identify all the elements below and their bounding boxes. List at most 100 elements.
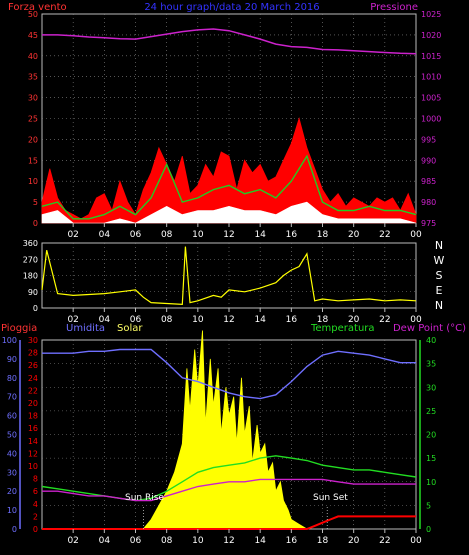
direction-tick-label: 0 bbox=[33, 304, 38, 313]
rain-tick-label: 2 bbox=[33, 512, 38, 521]
x-tick-label: 18 bbox=[317, 315, 329, 325]
temperature-axes: 0102030405060708090100024681012141618202… bbox=[2, 336, 436, 546]
x-tick-label: 00 bbox=[410, 230, 422, 240]
x-tick-label: 10 bbox=[192, 536, 204, 546]
rain-tick-label: 12 bbox=[28, 449, 38, 458]
solar-label: Solar bbox=[117, 323, 143, 334]
humidity-tick-label: 70 bbox=[7, 393, 17, 402]
x-tick-label: 00 bbox=[410, 315, 422, 325]
left-tick-label: 15 bbox=[28, 156, 38, 165]
humidity-label: Umidita bbox=[66, 323, 105, 334]
temperature-tick-label: 20 bbox=[426, 431, 436, 440]
x-tick-label: 18 bbox=[317, 230, 329, 240]
humidity-tick-label: 20 bbox=[7, 487, 17, 496]
chart-title: 24 hour graph/data 20 March 2016 bbox=[144, 2, 319, 13]
wind-average-line bbox=[41, 154, 417, 220]
x-tick-label: 14 bbox=[254, 315, 266, 325]
humidity-line bbox=[42, 348, 416, 400]
rain-tick-label: 10 bbox=[28, 462, 38, 471]
direction-letter: S bbox=[436, 269, 443, 282]
rain-tick-label: 18 bbox=[28, 412, 38, 421]
rain-tick-label: 30 bbox=[28, 336, 38, 345]
x-tick-label: 16 bbox=[286, 536, 298, 546]
rain-tick-label: 6 bbox=[33, 487, 38, 496]
temperature-tick-label: 0 bbox=[426, 525, 431, 534]
right-tick-label: 1015 bbox=[421, 52, 441, 61]
right-tick-label: 1005 bbox=[421, 94, 441, 103]
left-tick-label: 0 bbox=[33, 219, 38, 228]
x-tick-label: 08 bbox=[161, 536, 173, 546]
right-tick-label: 990 bbox=[421, 156, 436, 165]
direction-letter: N bbox=[435, 299, 443, 312]
x-tick-label: 16 bbox=[286, 230, 298, 240]
humidity-tick-label: 10 bbox=[7, 506, 17, 515]
direction-tick-label: 90 bbox=[28, 288, 38, 297]
humidity-tick-label: 90 bbox=[7, 355, 17, 364]
rain-tick-label: 0 bbox=[33, 525, 38, 534]
x-tick-label: 10 bbox=[192, 230, 204, 240]
x-tick-label: 12 bbox=[223, 230, 234, 240]
wind-pressure-axes: 0510152025303540455097598098599099510001… bbox=[28, 10, 442, 240]
temperature-tick-label: 35 bbox=[426, 360, 436, 369]
x-tick-label: 22 bbox=[379, 536, 390, 546]
x-tick-label: 10 bbox=[192, 315, 204, 325]
wind-direction-axes: 0 90 180 270 360 02 04 06 08 10 12 14 16 18 20 22 00 bbox=[23, 239, 422, 325]
sunrise-annotation: Sun Rise bbox=[125, 493, 164, 503]
left-tick-label: 25 bbox=[28, 115, 38, 124]
x-tick-label: 08 bbox=[161, 230, 173, 240]
humidity-tick-label: 30 bbox=[7, 468, 17, 477]
rain-line bbox=[42, 515, 416, 530]
x-tick-label: 12 bbox=[223, 536, 234, 546]
right-tick-label: 995 bbox=[421, 135, 436, 144]
x-tick-label: 20 bbox=[348, 536, 360, 546]
wind-direction-series bbox=[41, 246, 417, 306]
x-tick-label: 00 bbox=[410, 536, 422, 546]
direction-tick-label: 270 bbox=[23, 255, 38, 264]
rain-tick-label: 22 bbox=[28, 386, 38, 395]
humidity-tick-label: 0 bbox=[12, 525, 17, 534]
humidity-tick-label: 50 bbox=[7, 431, 17, 440]
wind-low-area bbox=[41, 201, 417, 224]
x-tick-label: 02 bbox=[67, 315, 78, 325]
wind-strength-label: Forza vento bbox=[8, 2, 67, 13]
right-tick-label: 1025 bbox=[421, 10, 441, 19]
x-tick-label: 06 bbox=[130, 315, 142, 325]
temperature-tick-label: 15 bbox=[426, 454, 436, 463]
humidity-tick-label: 80 bbox=[7, 374, 17, 383]
rain-label: Pioggia bbox=[1, 323, 37, 334]
x-tick-label: 04 bbox=[99, 315, 111, 325]
pressure-label: Pressione bbox=[370, 2, 418, 13]
right-tick-label: 980 bbox=[421, 198, 436, 207]
temperature-tick-label: 10 bbox=[426, 478, 436, 487]
x-tick-label: 08 bbox=[161, 315, 173, 325]
x-tick-label: 22 bbox=[379, 230, 390, 240]
x-tick-label: 18 bbox=[317, 536, 329, 546]
right-tick-label: 1000 bbox=[421, 115, 441, 124]
x-tick-label: 06 bbox=[130, 536, 142, 546]
direction-letter: E bbox=[436, 284, 443, 297]
x-tick-label: 14 bbox=[254, 536, 266, 546]
dewpoint-label: Dew Point (°C) bbox=[393, 323, 466, 334]
temperature-label: Temperatura bbox=[310, 323, 375, 334]
solar-area bbox=[142, 330, 308, 530]
temperature-series bbox=[41, 330, 417, 530]
x-tick-label: 02 bbox=[67, 230, 78, 240]
left-tick-label: 40 bbox=[28, 52, 38, 61]
wind-direction-grid bbox=[42, 243, 416, 308]
x-tick-label: 06 bbox=[130, 230, 142, 240]
humidity-tick-label: 60 bbox=[7, 412, 17, 421]
left-tick-label: 35 bbox=[28, 73, 38, 82]
x-tick-label: 04 bbox=[99, 536, 111, 546]
left-tick-label: 5 bbox=[33, 198, 38, 207]
direction-letters: N W S E N bbox=[434, 239, 445, 312]
sunset-annotation: Sun Set bbox=[313, 493, 348, 503]
rain-tick-label: 24 bbox=[28, 374, 38, 383]
x-tick-label: 22 bbox=[379, 315, 390, 325]
rain-tick-label: 20 bbox=[28, 399, 38, 408]
left-tick-label: 20 bbox=[28, 135, 38, 144]
direction-tick-label: 180 bbox=[23, 272, 38, 281]
direction-letter: W bbox=[434, 254, 445, 267]
rain-tick-label: 26 bbox=[28, 361, 38, 370]
x-tick-label: 20 bbox=[348, 230, 360, 240]
